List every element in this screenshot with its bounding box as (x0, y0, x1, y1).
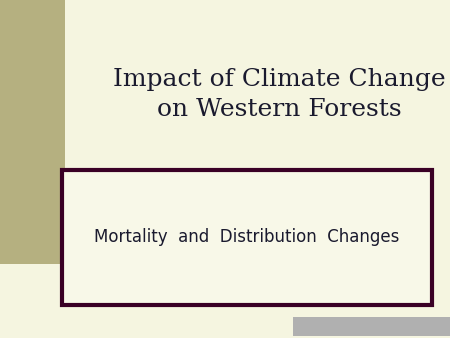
Text: Impact of Climate Change
on Western Forests: Impact of Climate Change on Western Fore… (112, 69, 446, 121)
Bar (62, 170, 432, 305)
Bar (292, 317, 450, 336)
Text: Mortality  and  Distribution  Changes: Mortality and Distribution Changes (94, 228, 400, 246)
Bar (0, 0, 65, 264)
